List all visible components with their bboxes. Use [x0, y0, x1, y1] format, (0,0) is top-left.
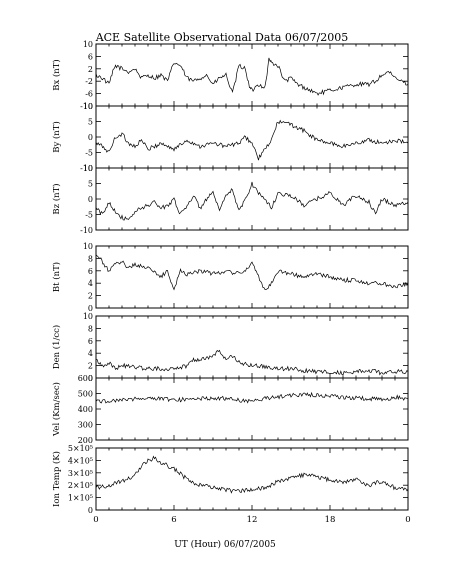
panel-4: 10 8 6 4 2 0 Bt (nT)	[51, 242, 409, 313]
y-tick-label: 4	[88, 279, 93, 288]
y-tick-label: 8	[88, 324, 93, 333]
panel-frame	[95, 167, 409, 231]
data-series-line	[95, 181, 409, 221]
y-tick-label: 10	[83, 242, 93, 251]
panel-frame	[95, 315, 409, 379]
panel-6: 600 500 400 300 200 Vel (Km/sec)	[51, 374, 409, 445]
y-tick-label: 500	[78, 390, 93, 399]
y-tick-label: 5	[88, 118, 93, 127]
y-axis-label: Bt (nT)	[51, 262, 62, 292]
y-tick-label: 1×10⁵	[68, 494, 93, 503]
y-tick-label: 6	[88, 337, 93, 346]
y-tick-label: 0	[88, 195, 93, 204]
panel-frame	[95, 377, 409, 441]
y-tick-label: 300	[78, 421, 93, 430]
y-tick-label: 0	[88, 133, 93, 142]
panel-frame	[95, 105, 409, 169]
data-series-line	[95, 254, 409, 291]
y-tick-label: -10	[80, 102, 93, 111]
data-series-line	[95, 391, 409, 404]
y-axis-label: Ion Temp (K)	[51, 451, 62, 507]
y-tick-label: 2	[88, 362, 93, 371]
y-tick-label: 0	[88, 506, 93, 515]
y-axis-label: Bx (nT)	[51, 59, 62, 91]
x-tick-label: 18	[325, 515, 336, 525]
y-tick-label: -6	[85, 90, 93, 99]
y-tick-label: -10	[80, 226, 93, 235]
y-tick-label: -5	[85, 149, 93, 158]
x-tick-label: 6	[171, 515, 176, 525]
data-series-line	[95, 57, 409, 96]
y-tick-label: 200	[78, 436, 93, 445]
chart-title: ACE Satellite Observational Data 06/07/2…	[95, 31, 349, 44]
y-tick-label: 10	[83, 312, 93, 321]
y-tick-label: 2×10⁵	[68, 481, 93, 490]
panel-frame	[95, 245, 409, 309]
y-tick-label: 4×10⁵	[68, 456, 93, 465]
y-tick-label: 5	[88, 180, 93, 189]
y-axis-label: Den (1/cc)	[51, 325, 62, 369]
y-tick-label: 0	[88, 374, 93, 383]
x-axis-label: UT (Hour) 06/07/2005	[174, 539, 276, 550]
y-tick-label: 3×10⁵	[68, 469, 93, 478]
y-tick-label: 5×10⁵	[68, 444, 93, 453]
panel-7: 5×10⁵ 4×10⁵ 3×10⁵ 2×10⁵ 1×10⁵ 0 Ion Temp (K)	[51, 444, 409, 515]
panel-5: 10 8 6 4 2 0 Den (1/cc)	[51, 312, 409, 383]
data-series-line	[95, 349, 409, 376]
y-tick-label: -2	[85, 77, 93, 86]
y-axis-label: Bz (nT)	[51, 183, 62, 214]
y-axis-label: By (nT)	[51, 121, 62, 153]
data-series-line	[95, 119, 409, 161]
panel-1: 10 6 2 -2 -6 -10 Bx (nT)	[51, 40, 409, 111]
panel-frame	[95, 447, 409, 511]
y-tick-label: 400	[78, 405, 93, 414]
y-tick-label: 6	[88, 52, 93, 61]
y-tick-label: -10	[80, 164, 93, 173]
panel-3: 10 5 0 -5 -10 Bz (nT)	[51, 164, 409, 235]
y-tick-label: 10	[83, 102, 93, 111]
y-tick-label: 10	[83, 40, 93, 49]
y-tick-label: 2	[88, 65, 93, 74]
y-tick-label: 2	[88, 292, 93, 301]
y-tick-label: 600	[78, 374, 93, 383]
y-tick-label: 0	[88, 304, 93, 313]
x-tick-label: 12	[247, 515, 258, 525]
y-tick-label: -5	[85, 211, 93, 220]
y-tick-label: 8	[88, 254, 93, 263]
panels-container: 10 6 2 -2 -6 -10 Bx (nT) 10 5 0 -5 -10 By (nT) 10 5 0 -5…	[51, 40, 411, 525]
data-series-line	[95, 455, 409, 494]
y-tick-label: 6	[88, 267, 93, 276]
panel-frame	[95, 43, 409, 107]
y-tick-label: 4	[88, 349, 93, 358]
panel-2: 10 5 0 -5 -10 By (nT)	[51, 102, 409, 173]
x-tick-label: 0	[93, 515, 98, 525]
x-tick-label: 0	[405, 515, 410, 525]
y-tick-label: 10	[83, 164, 93, 173]
y-axis-label: Vel (Km/sec)	[51, 382, 62, 437]
